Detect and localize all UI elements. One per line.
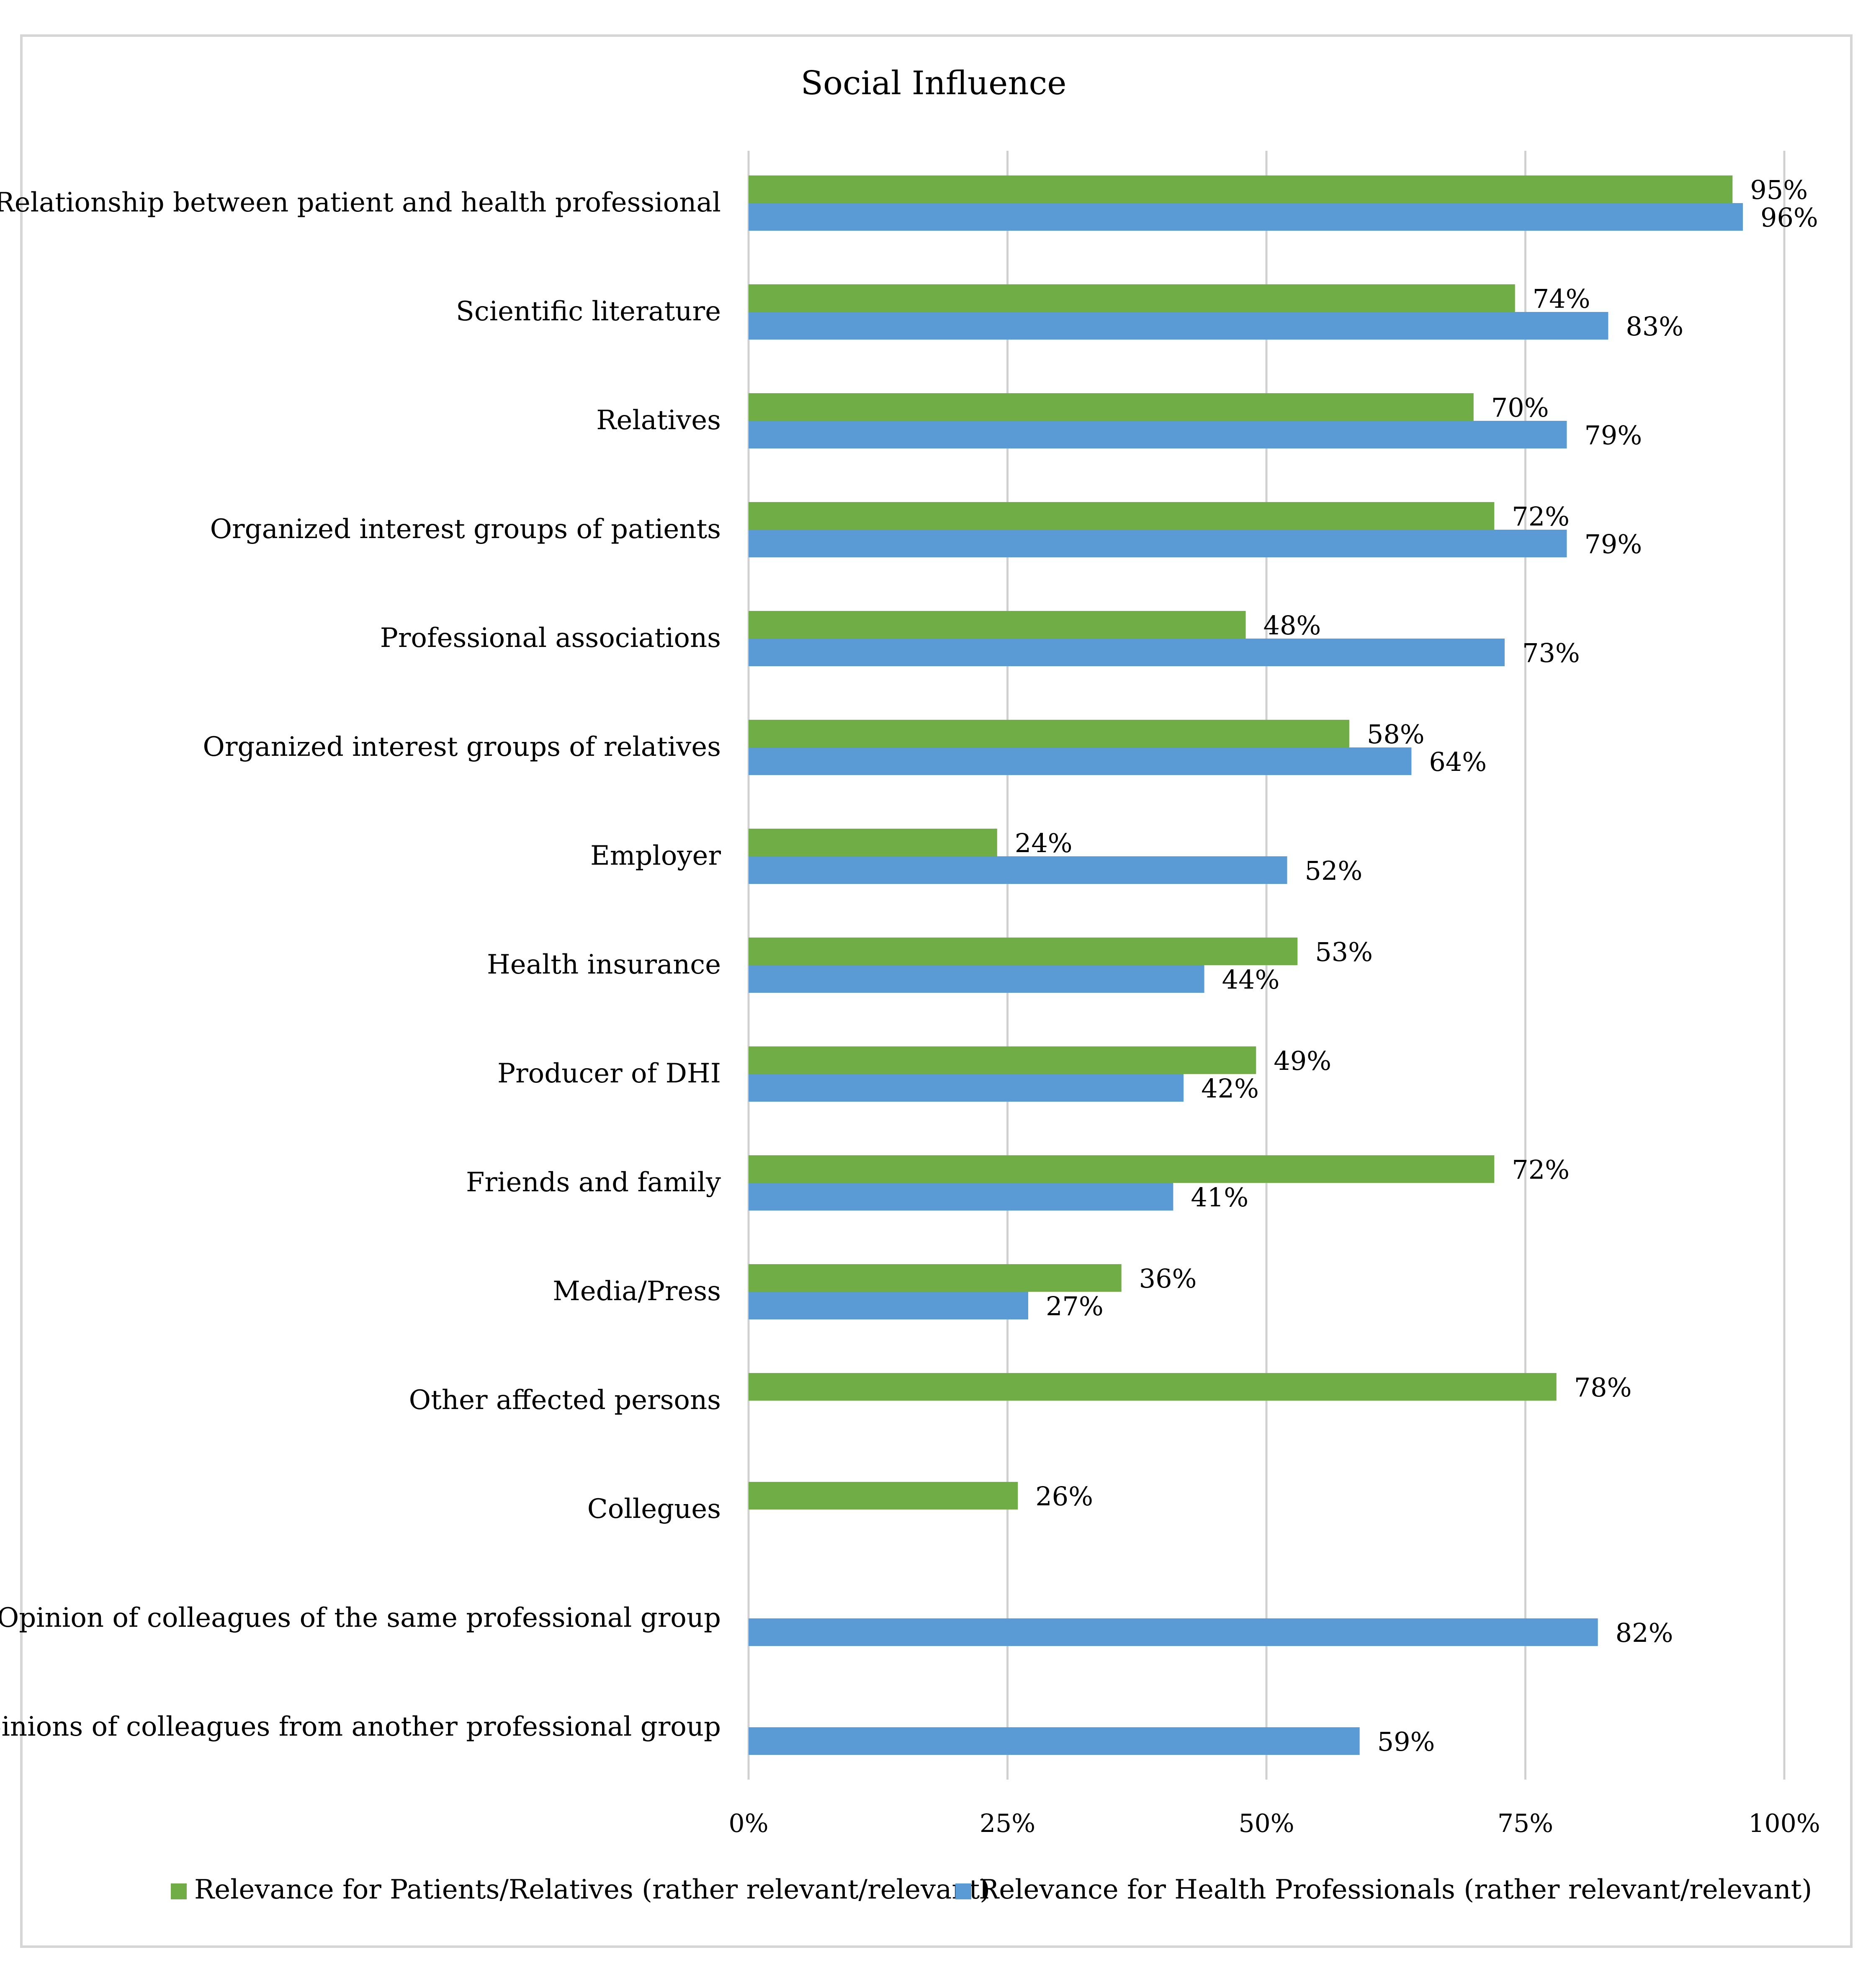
data-label: 72% xyxy=(1512,1154,1570,1185)
legend-swatch-patients xyxy=(171,1883,187,1899)
bar-professionals xyxy=(749,965,1204,993)
chart-frame xyxy=(20,34,1853,1948)
category-label: Organized interest groups of patients xyxy=(210,514,721,545)
category-label: Health insurance xyxy=(487,949,721,980)
bar-professionals xyxy=(749,1292,1028,1319)
category-label: Relatives xyxy=(596,405,721,436)
category-label: Friends and family xyxy=(466,1167,721,1198)
data-label: 72% xyxy=(1512,501,1570,532)
data-label: 36% xyxy=(1139,1263,1197,1294)
category-label: Relationship between patient and health … xyxy=(0,187,721,218)
category-label: Opinion of colleagues of the same profes… xyxy=(0,1602,721,1633)
x-tick-label: 50% xyxy=(1238,1809,1294,1838)
bar-patients xyxy=(749,720,1349,747)
category-label: Opinions of colleagues from another prof… xyxy=(0,1711,721,1742)
bar-patients xyxy=(749,1155,1495,1183)
data-label: 59% xyxy=(1377,1726,1435,1757)
data-label: 95% xyxy=(1750,175,1808,205)
data-label: 74% xyxy=(1533,283,1590,314)
bar-professionals xyxy=(749,421,1567,448)
bar-professionals xyxy=(749,639,1505,666)
data-label: 44% xyxy=(1222,964,1280,995)
data-label: 82% xyxy=(1616,1618,1673,1648)
data-label: 73% xyxy=(1522,638,1580,668)
category-label: Producer of DHI xyxy=(497,1058,721,1089)
bar-professionals xyxy=(749,1618,1598,1646)
data-label: 48% xyxy=(1264,610,1321,641)
data-label: 27% xyxy=(1046,1291,1104,1322)
data-label: 53% xyxy=(1315,937,1373,967)
data-label: 41% xyxy=(1191,1182,1248,1213)
data-label: 49% xyxy=(1274,1046,1331,1076)
category-label: Organized interest groups of relatives xyxy=(203,732,721,763)
bar-patients xyxy=(749,938,1298,965)
bar-patients xyxy=(749,1264,1122,1292)
category-label: Collegues xyxy=(587,1494,721,1525)
bar-professionals xyxy=(749,1727,1360,1755)
data-label: 79% xyxy=(1584,420,1642,451)
data-label: 52% xyxy=(1305,855,1362,886)
legend-label-patients: Relevance for Patients/Relatives (rather… xyxy=(194,1874,990,1905)
x-tick-labels: 0% 25% 50% 75% 100% xyxy=(728,1809,1820,1838)
bar-professionals xyxy=(749,312,1608,340)
bar-professionals xyxy=(749,856,1287,884)
x-tick-label: 75% xyxy=(1498,1809,1553,1838)
chart-title: Social Influence xyxy=(801,64,1067,102)
bar-patients xyxy=(749,175,1733,203)
data-label: 24% xyxy=(1015,828,1073,858)
category-label: Employer xyxy=(590,840,721,871)
data-label: 83% xyxy=(1626,311,1683,342)
category-label: Media/Press xyxy=(553,1276,721,1307)
bar-patients xyxy=(749,284,1515,312)
bar-professionals xyxy=(749,203,1743,231)
x-tick-label: 25% xyxy=(980,1809,1035,1838)
category-labels: Relationship between patient and health … xyxy=(0,187,721,1742)
bar-patients xyxy=(749,611,1246,639)
category-label: Other affected persons xyxy=(409,1385,721,1416)
bar-professionals xyxy=(749,1074,1184,1102)
bar-professionals xyxy=(749,747,1412,775)
bar-patients xyxy=(749,1046,1256,1074)
value-labels: 95%96% 74% 83% 70% 79% 72% 79% 48% 73% 58%64% 24% 5… xyxy=(1015,175,1818,1757)
data-label: 26% xyxy=(1035,1481,1093,1512)
x-tick-label: 0% xyxy=(728,1809,768,1838)
data-label: 70% xyxy=(1491,392,1549,423)
data-label: 58% xyxy=(1367,719,1425,750)
bar-patients xyxy=(749,1373,1557,1401)
legend-label-professionals: Relevance for Health Professionals (rath… xyxy=(979,1874,1812,1905)
legend: Relevance for Patients/Relatives (rather… xyxy=(171,1874,1812,1905)
category-label: Professional associations xyxy=(380,623,721,654)
bar-patients xyxy=(749,1482,1018,1510)
bar-patients xyxy=(749,502,1495,530)
data-label: 78% xyxy=(1574,1372,1632,1403)
bar-professionals xyxy=(749,1183,1173,1211)
bar-patients xyxy=(749,829,997,856)
bar-patients xyxy=(749,393,1474,421)
data-label: 96% xyxy=(1760,202,1818,233)
data-label: 42% xyxy=(1201,1073,1259,1104)
legend-swatch-professionals xyxy=(955,1883,971,1899)
x-tick-label: 100% xyxy=(1748,1809,1820,1838)
data-label: 64% xyxy=(1429,747,1487,777)
data-label: 79% xyxy=(1584,529,1642,559)
bar-professionals xyxy=(749,530,1567,557)
category-label: Scientific literature xyxy=(456,296,721,327)
bars-layer xyxy=(749,175,1743,1755)
